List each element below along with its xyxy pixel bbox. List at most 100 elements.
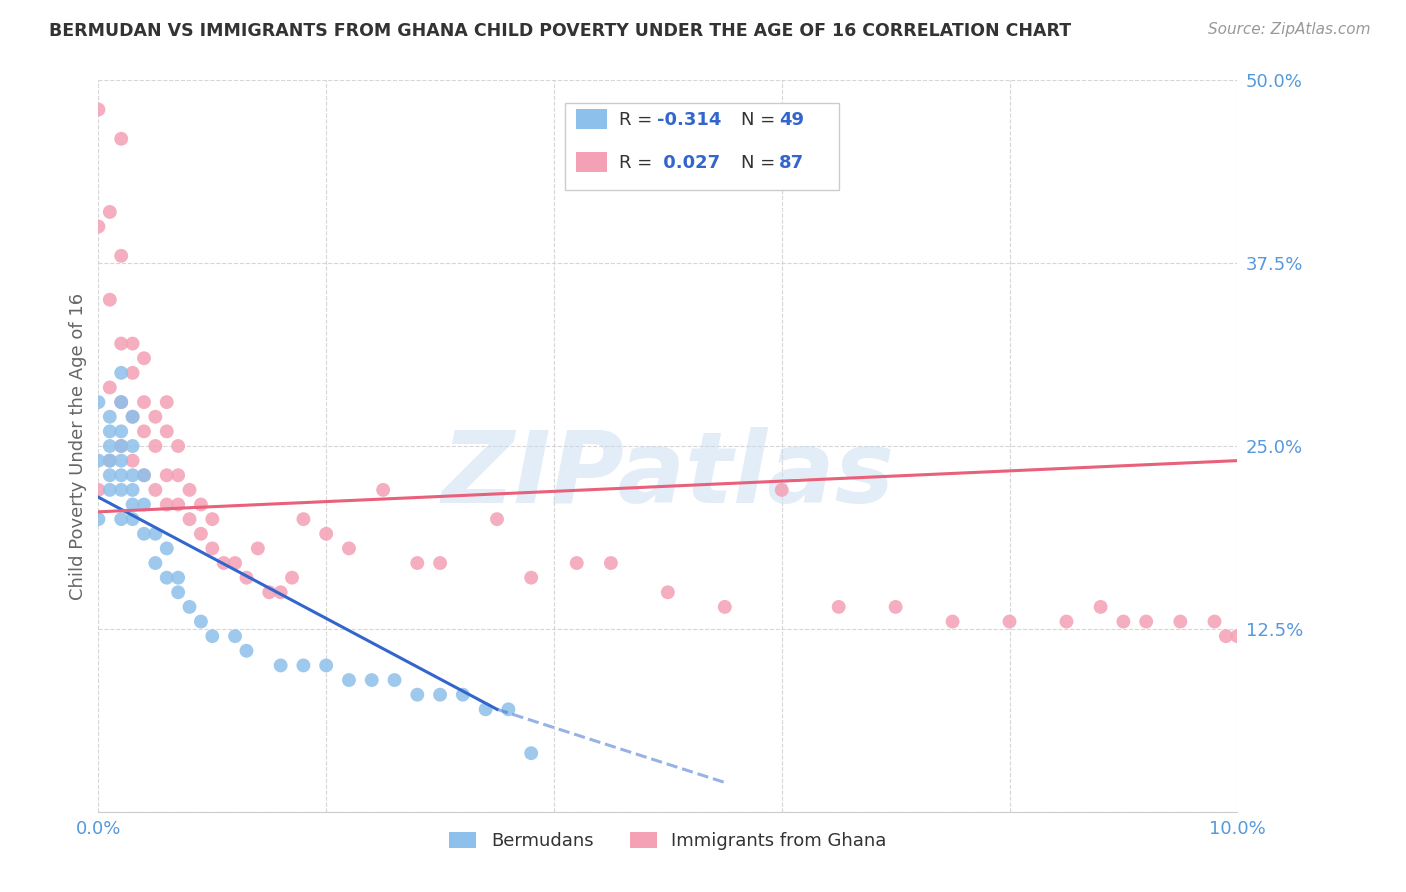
Point [270,585,292,599]
Text: 49: 49 [779,112,804,129]
Point [145,526,167,541]
Text: R =: R = [619,112,658,129]
Point [110,336,132,351]
Point [190,615,212,629]
Point [235,644,257,658]
Text: BERMUDAN VS IMMIGRANTS FROM GHANA CHILD POVERTY UNDER THE AGE OF 16 CORRELATION : BERMUDAN VS IMMIGRANTS FROM GHANA CHILD … [49,22,1071,40]
Point [315,658,337,673]
Point [145,483,167,497]
Point [270,658,292,673]
Point [132,395,155,409]
Point [406,688,429,702]
Point [498,702,520,716]
Point [110,468,132,483]
Text: N =: N = [741,154,780,172]
Point [235,571,257,585]
Point [167,585,190,599]
Point [429,556,451,570]
Point [121,498,143,512]
Point [87,103,110,117]
Text: Source: ZipAtlas.com: Source: ZipAtlas.com [1208,22,1371,37]
Point [281,571,304,585]
Point [657,585,679,599]
Point [1135,615,1157,629]
Point [121,366,143,380]
Point [373,483,395,497]
Point [315,526,337,541]
Point [167,571,190,585]
Point [565,556,588,570]
Point [1056,615,1078,629]
Point [429,688,451,702]
Point [520,746,543,760]
Point [942,615,965,629]
Text: 87: 87 [779,154,804,172]
Point [110,366,132,380]
Point [98,425,121,439]
Point [110,483,132,497]
Point [121,439,143,453]
Point [87,483,110,497]
Point [98,468,121,483]
Point [121,336,143,351]
Point [98,293,121,307]
Point [190,526,212,541]
Point [145,409,167,424]
Point [110,395,132,409]
Text: ZIPatlas: ZIPatlas [441,426,894,524]
Point [1215,629,1237,643]
Point [132,498,155,512]
Point [156,395,179,409]
Point [110,132,132,146]
Point [212,556,235,570]
Point [156,468,179,483]
Point [98,205,121,219]
Point [998,615,1021,629]
Point [384,673,406,687]
Legend: Bermudans, Immigrants from Ghana: Bermudans, Immigrants from Ghana [441,825,894,857]
Point [110,425,132,439]
Point [110,439,132,453]
Point [337,673,360,687]
Point [179,599,201,614]
Point [179,483,201,497]
Text: R =: R = [619,154,658,172]
Point [201,541,224,556]
Point [884,599,907,614]
Point [121,409,143,424]
Point [110,512,132,526]
Point [110,249,132,263]
Point [600,556,623,570]
Point [98,483,121,497]
Point [98,380,121,394]
Point [167,498,190,512]
Point [259,585,281,599]
Y-axis label: Child Poverty Under the Age of 16: Child Poverty Under the Age of 16 [69,293,87,599]
Point [156,498,179,512]
Point [98,439,121,453]
Point [224,629,246,643]
Point [1090,599,1112,614]
Point [1226,629,1249,643]
Point [201,512,224,526]
Point [121,468,143,483]
Point [87,453,110,467]
Point [110,439,132,453]
Point [406,556,429,570]
Point [132,468,155,483]
Point [87,219,110,234]
Point [167,468,190,483]
Point [132,425,155,439]
Point [474,702,496,716]
Point [1204,615,1226,629]
Point [121,409,143,424]
Point [98,453,121,467]
Point [1112,615,1135,629]
Point [98,409,121,424]
Point [167,439,190,453]
Point [132,468,155,483]
Point [121,483,143,497]
Point [110,453,132,467]
Point [770,483,793,497]
Point [87,512,110,526]
